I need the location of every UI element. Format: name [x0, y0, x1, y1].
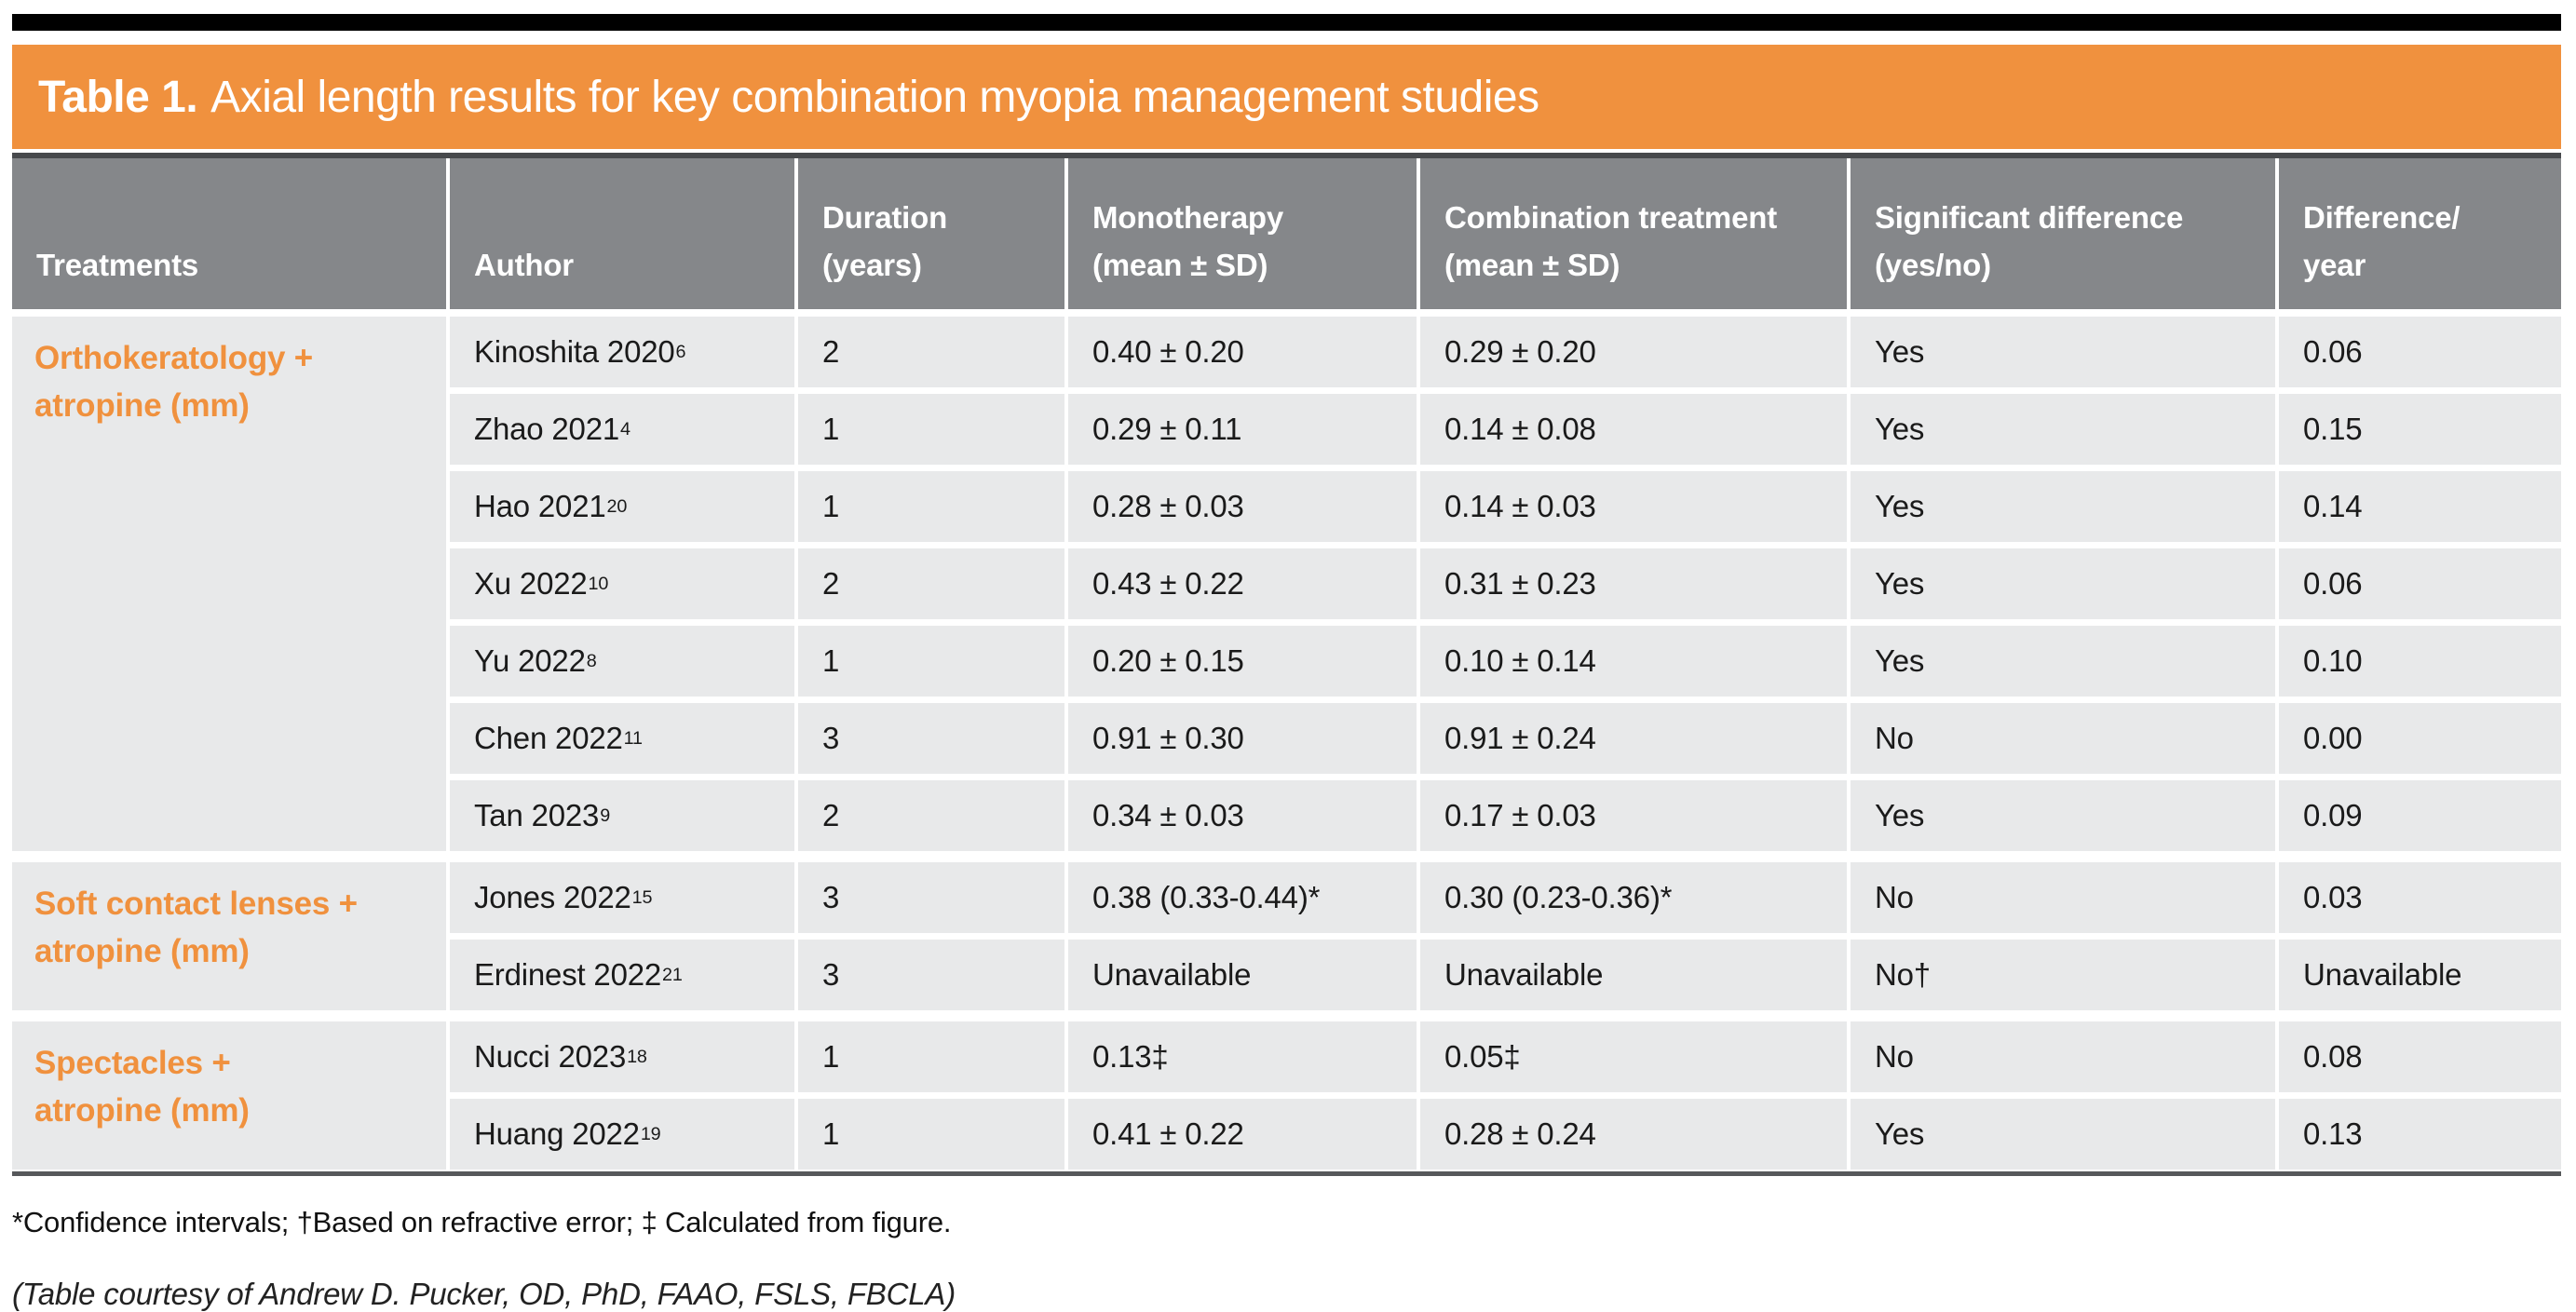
- difference-cell: 0.08: [2279, 1021, 2561, 1092]
- header-treatments: Treatments: [12, 158, 446, 309]
- combination-cell: 0.91 ± 0.24: [1420, 703, 1847, 774]
- treatment-group: Soft contact lenses + atropine (mm) Jones…: [12, 862, 2561, 1010]
- duration-cell: 3: [798, 703, 1064, 774]
- author-cell: Erdinest 2022 21: [450, 940, 794, 1010]
- duration-cell: 1: [798, 1099, 1064, 1170]
- author-cell: Tan 2023 9: [450, 780, 794, 851]
- monotherapy-cell: 0.40 ± 0.20: [1068, 317, 1417, 387]
- table-title-text: Axial length results for key combination…: [210, 72, 1539, 122]
- combination-cell: 0.28 ± 0.24: [1420, 1099, 1847, 1170]
- treatment-group: Spectacles + atropine (mm) Nucci 2023 18 1 0…: [12, 1021, 2561, 1170]
- combination-cell: 0.17 ± 0.03: [1420, 780, 1847, 851]
- footnote-symbols: *Confidence intervals; †Based on refract…: [12, 1206, 952, 1238]
- author-cell: Nucci 2023 18: [450, 1021, 794, 1092]
- duration-cell: 2: [798, 780, 1064, 851]
- duration-cell: 3: [798, 940, 1064, 1010]
- significant-cell: No†: [1851, 940, 2275, 1010]
- monotherapy-cell: 0.41 ± 0.22: [1068, 1099, 1417, 1170]
- header-top-rule: [12, 153, 2561, 158]
- table-header-row: Treatments Author Duration (years) Monot…: [12, 158, 2561, 309]
- combination-cell: 0.29 ± 0.20: [1420, 317, 1847, 387]
- difference-cell: 0.09: [2279, 780, 2561, 851]
- monotherapy-cell: 0.91 ± 0.30: [1068, 703, 1417, 774]
- combination-cell: 0.14 ± 0.03: [1420, 471, 1847, 542]
- difference-cell: Unavailable: [2279, 940, 2561, 1010]
- monotherapy-cell: 0.29 ± 0.11: [1068, 394, 1417, 465]
- treatment-label: Spectacles + atropine (mm): [12, 1021, 446, 1170]
- author-cell: Chen 2022 11: [450, 703, 794, 774]
- combination-cell: 0.05‡: [1420, 1021, 1847, 1092]
- author-cell: Zhao 2021 4: [450, 394, 794, 465]
- significant-cell: Yes: [1851, 394, 2275, 465]
- difference-cell: 0.00: [2279, 703, 2561, 774]
- top-black-rule: [12, 14, 2561, 31]
- duration-cell: 2: [798, 548, 1064, 619]
- significant-cell: Yes: [1851, 780, 2275, 851]
- monotherapy-cell: 0.28 ± 0.03: [1068, 471, 1417, 542]
- difference-cell: 0.03: [2279, 862, 2561, 933]
- monotherapy-cell: 0.38 (0.33-0.44)*: [1068, 862, 1417, 933]
- monotherapy-cell: Unavailable: [1068, 940, 1417, 1010]
- duration-cell: 1: [798, 471, 1064, 542]
- author-cell: Huang 2022 19: [450, 1099, 794, 1170]
- combination-cell: Unavailable: [1420, 940, 1847, 1010]
- duration-cell: 1: [798, 1021, 1064, 1092]
- author-cell: Yu 2022 8: [450, 626, 794, 697]
- author-cell: Kinoshita 2020 6: [450, 317, 794, 387]
- difference-cell: 0.14: [2279, 471, 2561, 542]
- significant-cell: Yes: [1851, 471, 2275, 542]
- header-duration: Duration (years): [798, 158, 1064, 309]
- duration-cell: 1: [798, 394, 1064, 465]
- author-cell: Hao 2021 20: [450, 471, 794, 542]
- combination-cell: 0.31 ± 0.23: [1420, 548, 1847, 619]
- header-difference: Difference/ year: [2279, 158, 2561, 309]
- treatment-label: Orthokeratology + atropine (mm): [12, 317, 446, 851]
- difference-cell: 0.10: [2279, 626, 2561, 697]
- duration-cell: 1: [798, 626, 1064, 697]
- difference-cell: 0.13: [2279, 1099, 2561, 1170]
- combination-cell: 0.30 (0.23-0.36)*: [1420, 862, 1847, 933]
- table-bottom-rule: [12, 1171, 2561, 1176]
- significant-cell: Yes: [1851, 317, 2275, 387]
- duration-cell: 3: [798, 862, 1064, 933]
- significant-cell: Yes: [1851, 548, 2275, 619]
- monotherapy-cell: 0.34 ± 0.03: [1068, 780, 1417, 851]
- significant-cell: No: [1851, 703, 2275, 774]
- header-author: Author: [450, 158, 794, 309]
- significant-cell: No: [1851, 1021, 2275, 1092]
- monotherapy-cell: 0.43 ± 0.22: [1068, 548, 1417, 619]
- monotherapy-cell: 0.20 ± 0.15: [1068, 626, 1417, 697]
- difference-cell: 0.06: [2279, 317, 2561, 387]
- table-title-bar: Table 1. Axial length results for key co…: [12, 45, 2561, 149]
- treatment-label: Soft contact lenses + atropine (mm): [12, 862, 446, 1010]
- header-significant: Significant difference (yes/no): [1851, 158, 2275, 309]
- author-cell: Jones 2022 15: [450, 862, 794, 933]
- significant-cell: Yes: [1851, 1099, 2275, 1170]
- duration-cell: 2: [798, 317, 1064, 387]
- significant-cell: Yes: [1851, 626, 2275, 697]
- monotherapy-cell: 0.13‡: [1068, 1021, 1417, 1092]
- significant-cell: No: [1851, 862, 2275, 933]
- table-title-prefix: Table 1.: [38, 72, 198, 122]
- header-combination: Combination treatment (mean ± SD): [1420, 158, 1847, 309]
- difference-cell: 0.06: [2279, 548, 2561, 619]
- author-cell: Xu 2022 10: [450, 548, 794, 619]
- table-figure: Table 1. Axial length results for key co…: [12, 14, 2561, 1312]
- treatment-group: Orthokeratology + atropine (mm) Kinoshita…: [12, 317, 2561, 851]
- combination-cell: 0.10 ± 0.14: [1420, 626, 1847, 697]
- footnote-courtesy: (Table courtesy of Andrew D. Pucker, OD,…: [12, 1277, 956, 1311]
- header-monotherapy: Monotherapy (mean ± SD): [1068, 158, 1417, 309]
- combination-cell: 0.14 ± 0.08: [1420, 394, 1847, 465]
- table-body: Orthokeratology + atropine (mm) Kinoshita…: [12, 317, 2561, 1170]
- difference-cell: 0.15: [2279, 394, 2561, 465]
